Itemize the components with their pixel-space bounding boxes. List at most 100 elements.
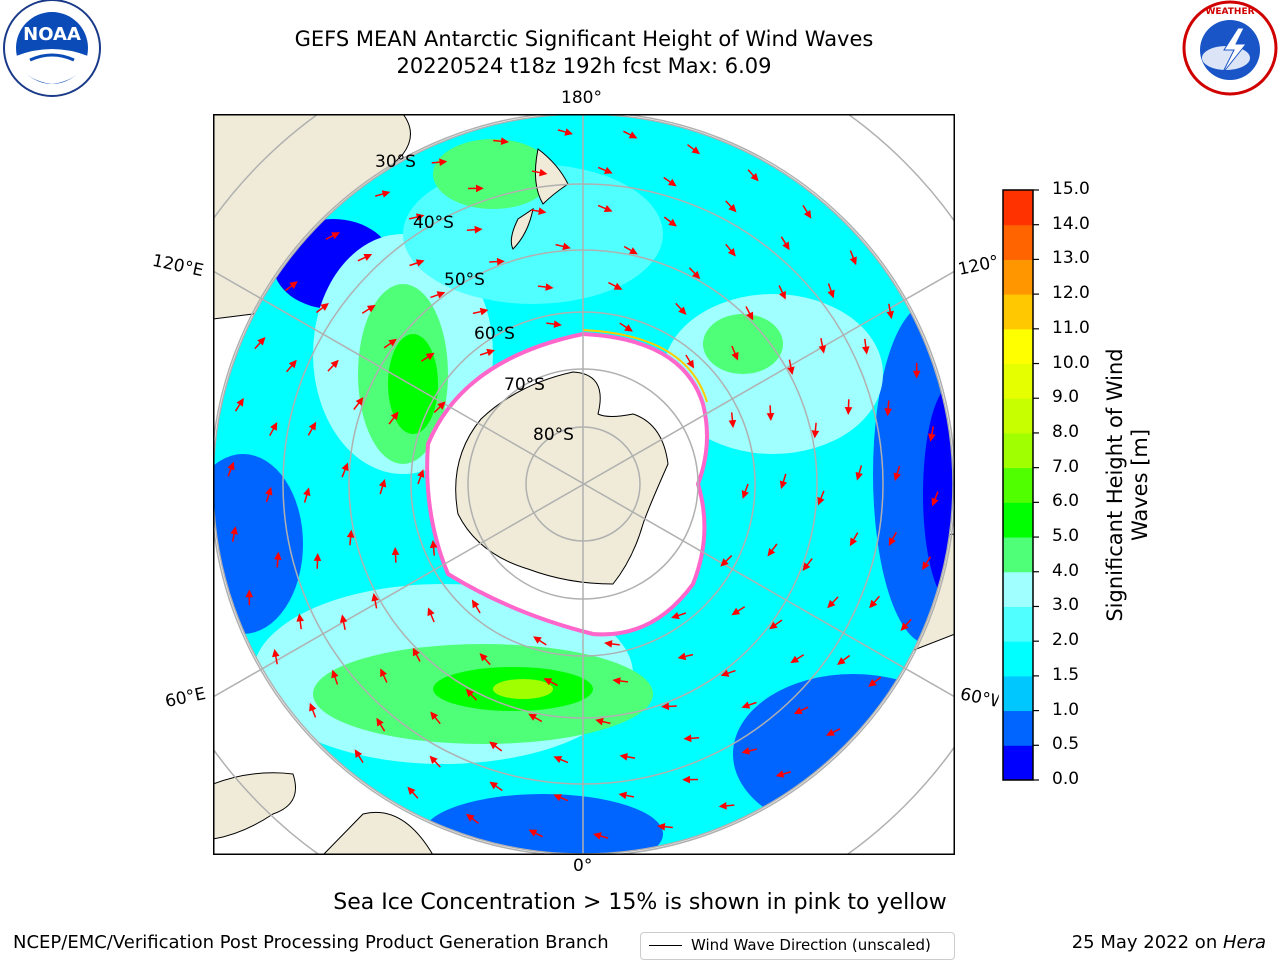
wave-arrow-head	[811, 430, 820, 439]
wave-arrow-head	[790, 655, 800, 664]
colorbar-tick-label: 15.0	[1052, 179, 1090, 199]
wave-arrow-head	[624, 324, 633, 332]
wave-arrow-head	[782, 241, 790, 251]
wave-arrow-head	[826, 728, 835, 736]
colorbar-tick-label: 5.0	[1052, 526, 1080, 547]
lon-label-180: 180°	[561, 88, 602, 108]
lat-label-40s: 40°S	[413, 213, 454, 233]
lat-label-70s: 70°S	[504, 375, 545, 395]
polar-map: Wind Wave Direction (unscaled)	[213, 114, 955, 960]
colorbar-segment	[1003, 259, 1033, 295]
wave-arrow-head	[528, 829, 538, 837]
colorbar-tick-label: 7.0	[1052, 456, 1080, 477]
wave-arrow-head	[341, 462, 349, 472]
colorbar-segment	[1003, 432, 1033, 469]
wave-arrow-head	[750, 172, 759, 182]
wave-arrow-head	[595, 717, 604, 726]
wave-arrow-head	[533, 636, 542, 644]
wave-arrow-head	[668, 218, 677, 227]
wave-arrow-head	[427, 607, 435, 617]
wave-arrow-head	[683, 734, 692, 743]
colorbar-segment	[1003, 745, 1033, 781]
wave-arrow-head	[230, 526, 238, 535]
wave-arrow-head	[363, 254, 373, 261]
wave-arrow-head	[371, 593, 379, 602]
lon-label-60w: 60°W	[958, 684, 1000, 712]
colorbar-segment	[1003, 641, 1033, 677]
wave-arrow-head	[769, 621, 778, 630]
wave-arrow-head	[803, 210, 812, 219]
wave-arrow-head	[720, 558, 729, 567]
wave-arrow-head	[381, 190, 391, 198]
wave-region-low-east2	[923, 384, 953, 604]
wave-arrow-head	[346, 529, 355, 538]
wave-arrow-head	[657, 822, 666, 831]
wave-arrow-head	[330, 359, 339, 369]
wave-arrow-head	[415, 259, 425, 267]
wave-arrow-head	[868, 678, 877, 687]
wave-arrow-head	[613, 282, 623, 290]
wave-arrow-head	[612, 677, 621, 685]
wave-arrow-head	[465, 813, 475, 822]
wave-arrow-head	[272, 648, 280, 658]
colorbar-tick-label: 1.5	[1052, 664, 1080, 685]
wave-arrow-head	[922, 561, 930, 571]
wave-arrow-head	[728, 204, 737, 213]
wave-arrow-head	[245, 589, 254, 598]
wave-arrow-head	[618, 791, 627, 800]
wave-arrow-head	[553, 794, 563, 802]
colorbar-tick-label: 0.5	[1052, 734, 1080, 755]
wave-arrow-head	[236, 397, 244, 407]
wave-arrow-head	[741, 701, 751, 709]
wave-arrow-head	[884, 408, 892, 417]
wave-arrow-head	[465, 688, 474, 698]
wave-arrow-head	[827, 599, 836, 609]
wave-arrow-head	[562, 242, 571, 251]
lon-label-60e: 60°E	[163, 683, 208, 713]
new-zealand-land	[534, 148, 569, 205]
colorbar-tick-label: 8.0	[1052, 421, 1080, 442]
wave-arrow-head	[779, 290, 786, 300]
wave-region-max	[493, 679, 553, 699]
wave-arrow-head	[417, 469, 425, 478]
wave-arrow-head	[628, 131, 638, 139]
wave-arrow-head	[775, 770, 785, 778]
lon-label-0: 0°	[573, 856, 593, 876]
colorbar-segment	[1003, 294, 1033, 330]
wave-region-green-4	[703, 314, 783, 374]
wave-arrow-head	[500, 137, 509, 146]
wave-arrow-head	[274, 551, 282, 560]
colorbar-label-line1: Significant Height of Wind	[1103, 348, 1127, 622]
lat-label-50s: 50°S	[444, 270, 485, 290]
colorbar-segment	[1003, 224, 1033, 260]
wave-arrow-head	[528, 713, 537, 721]
colorbar-tick-label: 6.0	[1052, 491, 1080, 512]
colorbar-tick-label: 11.0	[1052, 317, 1090, 338]
colorbar-label-line2: Waves [m]	[1128, 428, 1152, 542]
wave-arrow-head	[553, 755, 563, 763]
wave-arrow-head	[388, 338, 397, 347]
wave-arrow-head	[320, 302, 329, 311]
wave-arrow-head	[265, 486, 273, 496]
lon-label-120w: 120°W	[956, 252, 1000, 280]
wave-arrow-head	[670, 611, 680, 620]
wave-arrow-head	[661, 702, 670, 711]
wave-arrow-head	[691, 146, 701, 155]
lat-label-60s: 60°S	[474, 324, 515, 344]
wave-arrow-head	[604, 640, 613, 648]
wave-arrow-head	[741, 747, 751, 755]
wave-arrow-head	[720, 669, 730, 677]
wave-arrow-head	[728, 419, 737, 429]
wave-arrow-head	[844, 407, 853, 416]
wave-arrow-head	[741, 490, 749, 499]
chart-title: GEFS MEAN Antarctic Significant Height o…	[294, 27, 874, 51]
wave-arrow-head	[802, 562, 811, 571]
colorbar-segment	[1003, 190, 1033, 226]
wave-arrow-head	[692, 270, 701, 280]
wave-arrow-head	[331, 232, 340, 240]
colorbar-tick-label: 10.0	[1052, 352, 1090, 373]
wave-arrow-head	[479, 307, 489, 316]
wave-region-green-2	[433, 139, 553, 209]
colorbar-tick-label: 1.0	[1052, 699, 1080, 720]
colorbar	[1002, 189, 1039, 781]
